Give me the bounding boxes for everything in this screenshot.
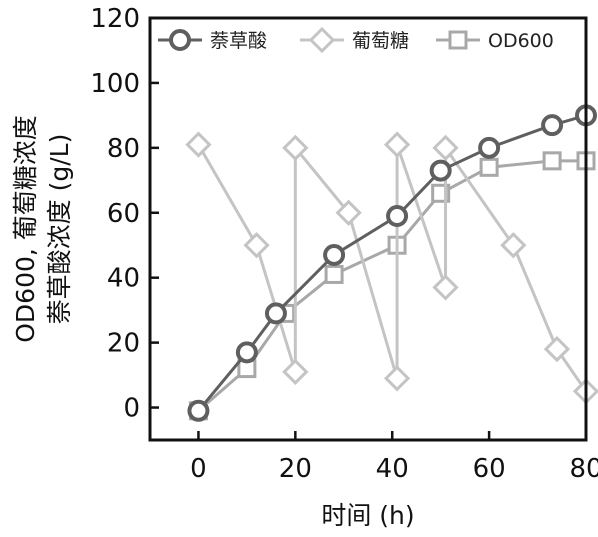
series-layer <box>185 104 598 422</box>
naphthalic-acid-point <box>429 159 452 182</box>
y-tick-label: 0 <box>123 394 140 424</box>
x-axis-title: 时间 (h) <box>321 501 414 530</box>
od600-point <box>542 151 562 171</box>
y-axis-title-line-2: 萘草酸浓度 (g/L) <box>45 134 74 325</box>
naphthalic-acid-point <box>235 341 258 364</box>
y-tick-label: 40 <box>107 264 140 294</box>
glucose-point <box>383 131 411 158</box>
naphthalic-acid-point <box>187 399 210 422</box>
y-tick-label: 20 <box>107 329 140 359</box>
od600-legend-label: OD600 <box>488 30 554 52</box>
x-tick-label: 0 <box>190 454 207 484</box>
glucose-point <box>383 365 411 392</box>
od600-point <box>324 264 344 284</box>
y-tick-label: 100 <box>90 69 140 99</box>
axis-layer: 0 20 40 60 80 0 20 40 60 80 100 120 <box>90 4 598 484</box>
glucose-point <box>432 134 459 161</box>
glucose-line <box>197 143 588 393</box>
y-axis-title-line-1: OD600, 葡萄糖浓度 <box>11 115 40 343</box>
plot-frame <box>148 16 588 442</box>
naphthalic-acid-point <box>264 302 287 325</box>
x-tick-label: 60 <box>473 454 506 484</box>
glucose-point <box>432 274 459 301</box>
y-tick-label: 60 <box>107 199 140 229</box>
glucose-point <box>543 335 571 363</box>
naphthalic-acid-point <box>323 243 346 266</box>
naphthalic-acid-point <box>386 205 409 228</box>
glucose-point <box>500 232 527 259</box>
naphthalic-acid-point <box>541 114 564 137</box>
naphthalic-acid-point <box>478 136 501 159</box>
y-tick-label: 80 <box>107 134 140 164</box>
glucose-legend-marker <box>308 26 336 54</box>
naphthalic-acid-legend-label: 萘草酸 <box>210 30 267 52</box>
legend: 萘草酸 葡萄糖 OD600 <box>158 26 554 54</box>
glucose-point <box>185 131 212 158</box>
glucose-point <box>243 232 270 259</box>
x-tick-label: 40 <box>376 454 409 484</box>
x-tick-label: 20 <box>279 454 312 484</box>
glucose-point <box>282 134 309 161</box>
naphthalic-acid-legend-marker <box>169 29 191 51</box>
od600-legend-marker <box>448 30 468 50</box>
od600-point <box>479 157 499 177</box>
glucose-point <box>335 199 362 226</box>
glucose-legend-label: 葡萄糖 <box>352 30 409 52</box>
x-tick-label: 80 <box>569 454 598 484</box>
y-tick-label: 120 <box>90 4 140 34</box>
glucose-point <box>282 358 309 385</box>
